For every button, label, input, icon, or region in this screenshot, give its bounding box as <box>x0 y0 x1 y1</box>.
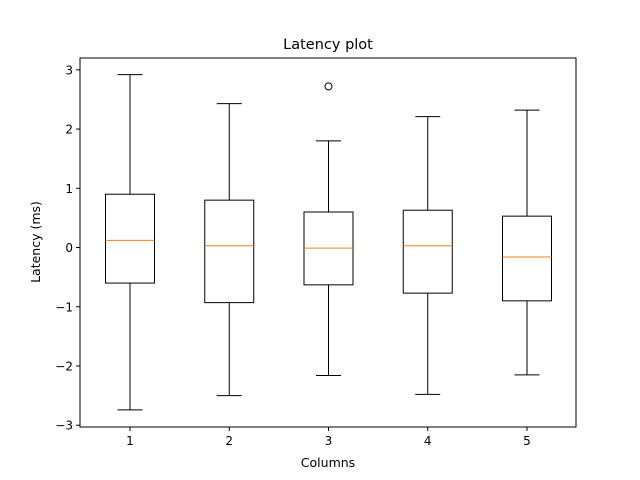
box <box>105 193 155 284</box>
y-tick-label: 1 <box>65 182 73 196</box>
y-tick-label: −2 <box>55 359 73 373</box>
x-tick-label: 3 <box>325 434 333 448</box>
axes-frame <box>79 57 577 428</box>
y-tick-label: −3 <box>55 419 73 433</box>
box <box>402 209 453 294</box>
outlier-point <box>324 82 333 91</box>
x-tick-label: 1 <box>126 434 134 448</box>
box <box>204 199 255 304</box>
y-tick-label: 0 <box>65 241 73 255</box>
chart-title: Latency plot <box>283 37 373 53</box>
box-group <box>303 82 354 376</box>
y-axis-label: Latency (ms) <box>28 201 43 283</box>
x-axis-ticks: 1 2 3 4 5 <box>126 427 531 448</box>
box-group <box>105 74 155 411</box>
x-tick-label: 4 <box>424 434 432 448</box>
x-tick-label: 5 <box>523 434 531 448</box>
box <box>502 215 552 302</box>
y-tick-label: 2 <box>65 123 73 137</box>
box-group <box>502 109 552 376</box>
box-group <box>204 103 255 397</box>
y-tick-label: 3 <box>65 63 73 77</box>
y-tick-label: −1 <box>55 300 73 314</box>
x-axis-label: Columns <box>301 455 355 470</box>
x-tick-label: 2 <box>225 434 233 448</box>
y-axis-ticks: −3 −2 −1 0 1 2 3 <box>55 63 80 433</box>
box-group <box>402 116 453 395</box>
plot-area <box>105 74 552 411</box>
